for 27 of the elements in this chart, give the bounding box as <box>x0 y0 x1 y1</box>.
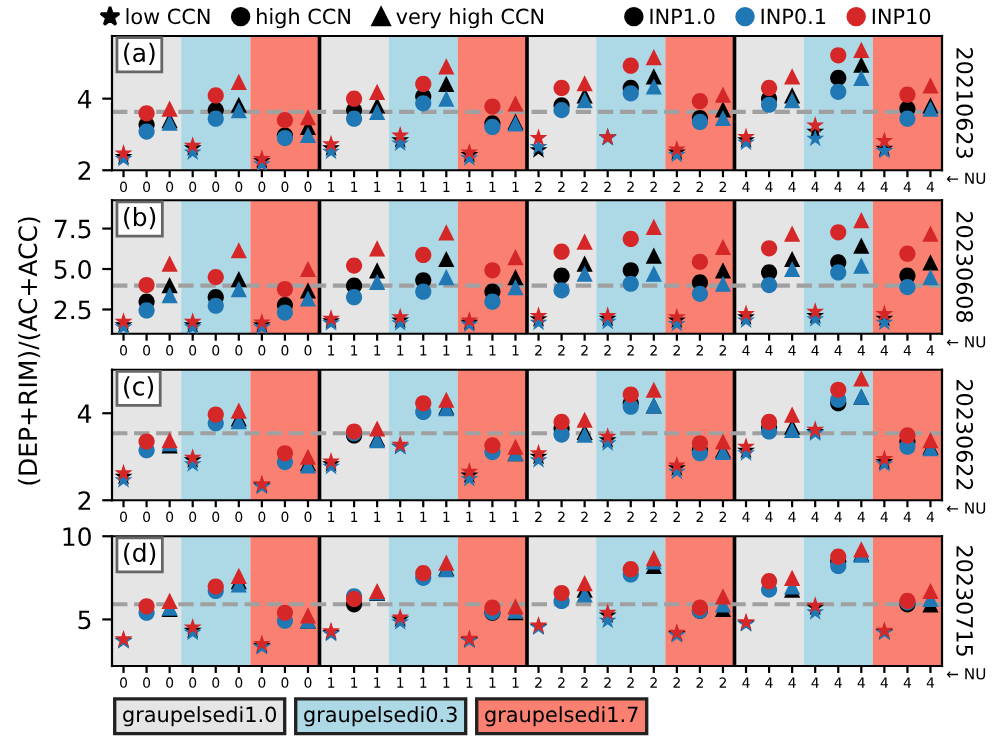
legend-label: INP10 <box>872 8 931 25</box>
y-tick-label: 2.5 <box>54 300 91 320</box>
y-tick-label: 2 <box>78 161 91 180</box>
y-tick-label: 4 <box>77 404 92 423</box>
y-tick-label: 7.5 <box>54 219 91 239</box>
y-axis-title: (DEP+RIM)/(AC+ACC) <box>17 217 41 485</box>
text: high CCN <box>257 8 350 29</box>
legend-label: INP1.0 <box>650 8 715 25</box>
text: graupelsedi0.3 <box>304 706 457 727</box>
annotation: (b) <box>124 206 156 230</box>
annotation: (c) <box>124 376 154 399</box>
y-tick-label: 10 <box>63 527 91 547</box>
text: very high CCN <box>396 8 544 29</box>
legend-label: INP0.1 <box>761 8 826 25</box>
y-tick-label: 5.0 <box>54 259 91 279</box>
text: graupelsedi1.7 <box>485 706 638 727</box>
y-tick-label: 4 <box>77 89 92 109</box>
y-tick-label: 2 <box>78 491 91 510</box>
y-tick-label: 5 <box>78 610 91 630</box>
annotation: (d) <box>124 542 156 566</box>
text: graupelsedi1.0 <box>123 706 277 727</box>
text: low CCN <box>126 8 210 25</box>
y2-axis-title: 20210623 <box>956 48 974 158</box>
y2-axis-title: 20230608 <box>956 212 974 323</box>
y2-axis-title: 20230622 <box>956 380 974 490</box>
annotation: (a) <box>124 42 155 66</box>
y2-axis-title: 20230715 <box>956 546 974 656</box>
